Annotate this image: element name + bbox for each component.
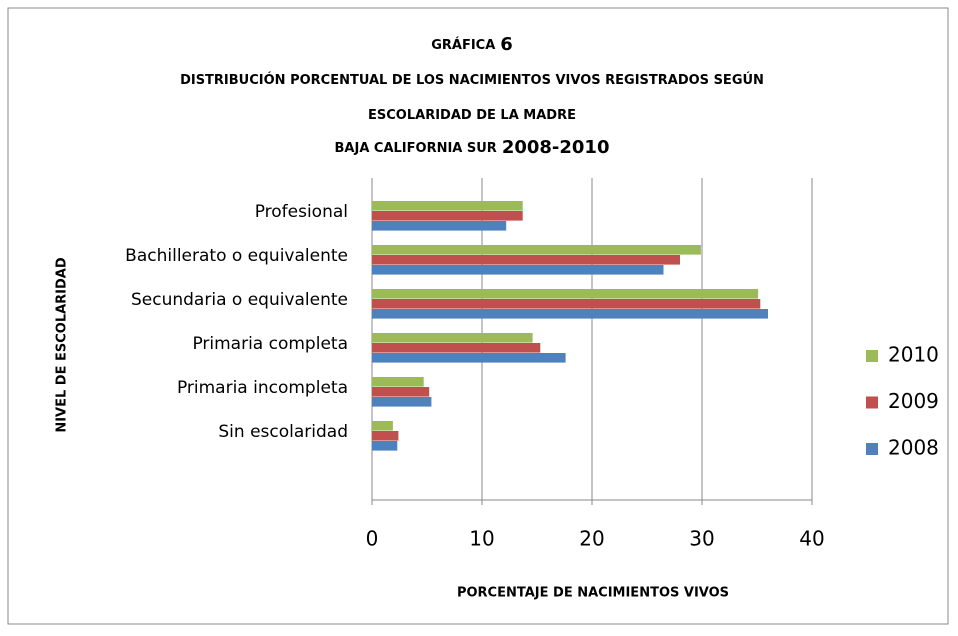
legend-swatch [866, 396, 878, 409]
y-tick-label: Bachillerato o equivalente [125, 246, 348, 266]
chart-title: BAJA CALIFORNIA SUR 2008-2010 [335, 137, 610, 158]
bar [372, 245, 701, 255]
bar [372, 431, 399, 441]
y-tick-label: Secundaria o equivalente [131, 290, 348, 310]
legend-label: 2009 [888, 389, 939, 413]
bar [372, 309, 768, 319]
bar [372, 265, 664, 275]
x-tick-label: 20 [579, 527, 604, 551]
x-tick-label: 10 [469, 527, 494, 551]
bar [372, 441, 398, 451]
bar [372, 299, 761, 309]
title-part: ESCOLARIDAD DE LA MADRE [368, 108, 576, 123]
legend-swatch [866, 350, 878, 362]
bar [372, 289, 759, 299]
x-axis-label: PORCENTAJE DE NACIMIENTOS VIVOS [457, 586, 729, 601]
bar [372, 211, 523, 221]
chart-title: DISTRIBUCIÓN PORCENTUAL DE LOS NACIMIENT… [180, 72, 764, 88]
title-part: BAJA CALIFORNIA SUR [335, 141, 497, 156]
x-tick-label: 30 [689, 527, 714, 551]
bar [372, 377, 424, 387]
x-tick-label: 40 [799, 527, 824, 551]
legend-label: 2008 [888, 436, 939, 460]
bar [372, 387, 430, 397]
title-part: GRÁFICA [431, 37, 495, 53]
title-part: DISTRIBUCIÓN PORCENTUAL DE LOS NACIMIENT… [180, 72, 764, 88]
bar [372, 343, 541, 353]
bar [372, 397, 432, 407]
legend-swatch [866, 443, 878, 455]
y-tick-label: Primaria completa [192, 334, 348, 354]
y-tick-label: Profesional [255, 202, 348, 222]
x-tick-label: 0 [366, 527, 379, 551]
y-tick-label: Sin escolaridad [218, 422, 348, 442]
bar [372, 221, 507, 231]
chart-title: GRÁFICA 6 [431, 34, 513, 55]
title-part: 2008-2010 [502, 137, 610, 158]
bar [372, 353, 566, 363]
title-part: 6 [500, 34, 513, 55]
legend-label: 2010 [888, 343, 939, 367]
y-axis-label: NIVEL DE ESCOLARIDAD [55, 257, 70, 433]
y-tick-label: Primaria incompleta [177, 378, 348, 398]
bar [372, 333, 533, 343]
bar [372, 201, 523, 211]
bar [372, 421, 393, 431]
chart-title: ESCOLARIDAD DE LA MADRE [368, 108, 576, 123]
bar [372, 255, 680, 265]
